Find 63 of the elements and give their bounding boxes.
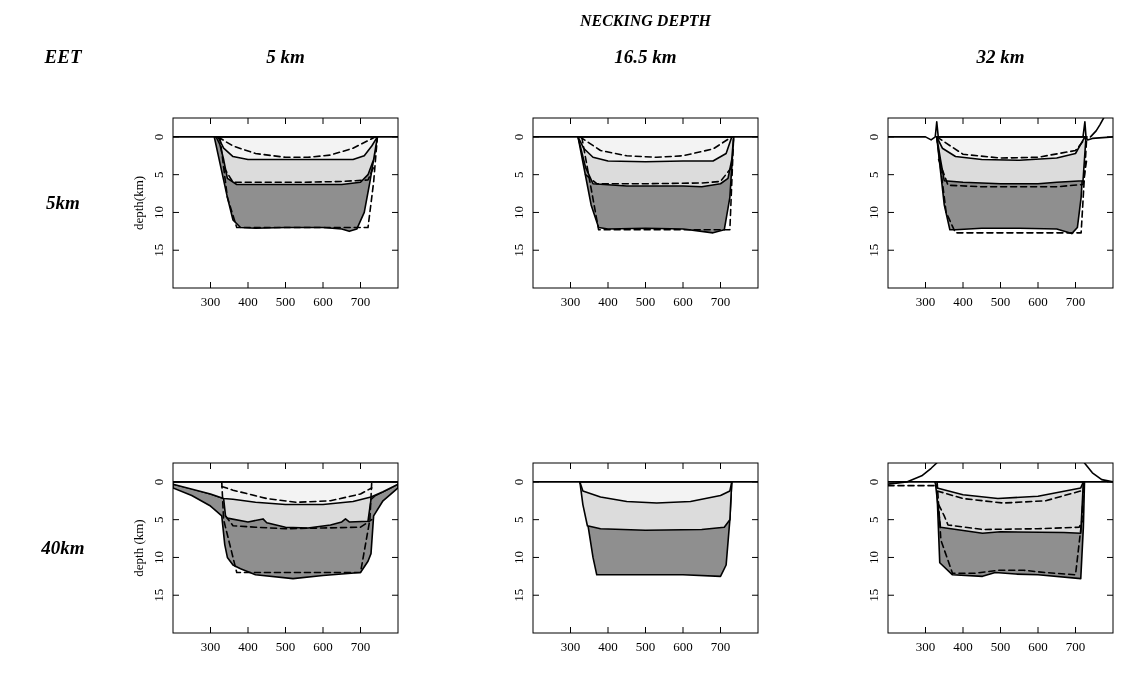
y-axis-title: depth (km) bbox=[131, 519, 146, 577]
y-tick-label: 5 bbox=[866, 516, 881, 523]
chart-title: 32 km bbox=[975, 46, 1025, 67]
text: NECKING DEPTH bbox=[578, 12, 712, 29]
y-tick-label: 15 bbox=[511, 588, 526, 602]
x-tick-label: 700 bbox=[350, 294, 371, 309]
y-axis-title: depth(km) bbox=[131, 175, 146, 231]
y-tick-label: 10 bbox=[866, 205, 881, 219]
y-tick-label: 15 bbox=[511, 243, 526, 257]
x-tick-label: 400 bbox=[598, 294, 618, 309]
text: EET bbox=[43, 46, 83, 67]
x-tick-label: 400 bbox=[598, 639, 618, 654]
text: 5km bbox=[46, 192, 80, 213]
x-tick-label: 300 bbox=[915, 639, 936, 654]
y-tick-label: 0 bbox=[511, 133, 526, 141]
y-tick-label: 10 bbox=[511, 205, 526, 219]
x-tick-label: 400 bbox=[953, 639, 973, 654]
y-tick-label: 10 bbox=[866, 550, 881, 564]
x-tick-label: 600 bbox=[673, 294, 693, 309]
y-tick-label: 0 bbox=[866, 133, 881, 141]
x-tick-label: 300 bbox=[200, 294, 221, 309]
x-tick-label: 300 bbox=[560, 639, 581, 654]
y-tick-label: 0 bbox=[866, 478, 881, 486]
x-tick-label: 300 bbox=[200, 639, 221, 654]
x-tick-label: 600 bbox=[1028, 639, 1048, 654]
y-tick-label: 15 bbox=[151, 243, 166, 257]
x-tick-label: 300 bbox=[560, 294, 581, 309]
y-tick-label: 15 bbox=[866, 588, 881, 602]
x-tick-label: 600 bbox=[313, 639, 333, 654]
chart-title: 16.5 km bbox=[614, 46, 677, 67]
y-tick-label: 0 bbox=[151, 133, 166, 141]
x-tick-label: 700 bbox=[1065, 639, 1086, 654]
x-tick-label: 500 bbox=[635, 294, 656, 309]
x-tick-label: 500 bbox=[275, 639, 296, 654]
chart-title: 5 km bbox=[266, 46, 305, 67]
y-tick-label: 5 bbox=[866, 171, 881, 178]
x-tick-label: 500 bbox=[275, 294, 296, 309]
x-tick-label: 400 bbox=[238, 294, 258, 309]
y-tick-label: 0 bbox=[511, 478, 526, 486]
x-tick-label: 700 bbox=[710, 294, 731, 309]
text: 40km bbox=[40, 537, 85, 558]
x-tick-label: 300 bbox=[915, 294, 936, 309]
x-tick-label: 700 bbox=[710, 639, 731, 654]
x-tick-label: 500 bbox=[990, 639, 1011, 654]
y-tick-label: 15 bbox=[151, 588, 166, 602]
y-tick-label: 5 bbox=[151, 516, 166, 523]
y-tick-label: 5 bbox=[511, 171, 526, 178]
y-tick-label: 10 bbox=[151, 550, 166, 564]
x-tick-label: 600 bbox=[313, 294, 333, 309]
y-tick-label: 5 bbox=[151, 171, 166, 178]
x-tick-label: 700 bbox=[350, 639, 371, 654]
y-tick-label: 10 bbox=[151, 205, 166, 219]
y-tick-label: 15 bbox=[866, 243, 881, 257]
y-tick-label: 10 bbox=[511, 550, 526, 564]
x-tick-label: 600 bbox=[673, 639, 693, 654]
x-tick-label: 400 bbox=[953, 294, 973, 309]
x-tick-label: 700 bbox=[1065, 294, 1086, 309]
x-tick-label: 600 bbox=[1028, 294, 1048, 309]
x-tick-label: 500 bbox=[635, 639, 656, 654]
x-tick-label: 500 bbox=[990, 294, 1011, 309]
x-tick-label: 400 bbox=[238, 639, 258, 654]
y-tick-label: 0 bbox=[151, 478, 166, 486]
y-tick-label: 5 bbox=[511, 516, 526, 523]
